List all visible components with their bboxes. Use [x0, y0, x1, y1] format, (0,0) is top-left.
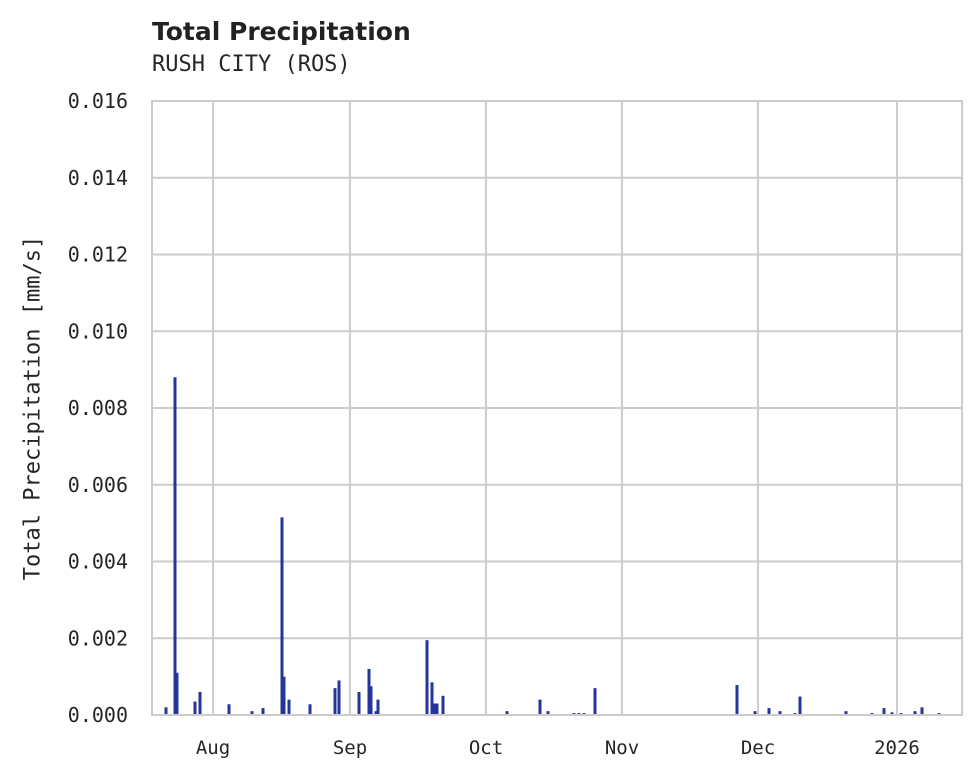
- y-tick-label: 0.008: [68, 396, 128, 420]
- x-tick-label: Nov: [605, 737, 639, 759]
- precip-bar: [890, 712, 894, 715]
- precip-bar: [767, 708, 771, 715]
- y-tick-label: 0.010: [68, 319, 128, 343]
- x-tick-label: Oct: [469, 737, 503, 759]
- precip-bar: [435, 703, 439, 715]
- plot-frame: [151, 100, 963, 716]
- precip-bar: [593, 688, 597, 715]
- precip-bar: [227, 704, 231, 715]
- precip-bar: [357, 691, 361, 715]
- y-tick-label: 0.000: [68, 703, 128, 727]
- y-tick-label: 0.012: [68, 243, 128, 267]
- precip-bar: [425, 640, 429, 715]
- precip-bar: [778, 711, 782, 715]
- precip-bar: [505, 711, 509, 715]
- precip-bar: [920, 707, 924, 715]
- y-tick-label: 0.004: [68, 550, 128, 574]
- y-tick-label: 0.006: [68, 473, 128, 497]
- precip-bar: [374, 711, 378, 715]
- x-tick-label: 2026: [874, 737, 920, 759]
- precip-bar: [882, 708, 886, 715]
- precip-bar: [250, 711, 254, 715]
- precip-bar: [546, 711, 550, 715]
- precip-bar: [261, 708, 265, 715]
- chart-subtitle: RUSH CITY (ROS): [152, 52, 351, 77]
- y-tick-label: 0.016: [68, 89, 128, 113]
- precip-bar: [308, 704, 312, 715]
- precip-bar: [844, 711, 848, 715]
- precip-bar: [367, 668, 371, 715]
- grid-lines: [152, 100, 962, 716]
- precip-bar: [193, 701, 197, 715]
- y-tick-label: 0.014: [68, 166, 128, 190]
- bar-series: [164, 377, 941, 715]
- chart-title: Total Precipitation: [152, 17, 411, 46]
- precip-bar: [164, 707, 168, 715]
- y-axis-ticks: 0.000 0.002 0.004 0.006 0.008 0.010 0.012 0.014…: [68, 89, 128, 727]
- precip-bar: [735, 685, 739, 715]
- precip-bar: [913, 711, 917, 715]
- x-axis-ticks: Aug Sep Oct Nov Dec 2026: [196, 737, 920, 759]
- precip-bar: [441, 695, 445, 715]
- precip-bar: [287, 699, 291, 715]
- precip-bar: [173, 377, 177, 715]
- x-tick-label: Sep: [333, 737, 367, 759]
- precip-bar: [798, 696, 802, 715]
- precip-bar: [430, 682, 434, 715]
- x-tick-label: Dec: [741, 737, 775, 759]
- precip-bar: [198, 691, 202, 715]
- precip-bar: [753, 711, 757, 715]
- precip-bar: [282, 676, 286, 715]
- precip-bar: [333, 688, 337, 715]
- x-tick-label: Aug: [196, 737, 230, 759]
- precip-bar: [538, 699, 542, 715]
- precip-bar: [175, 672, 179, 715]
- precip-bar: [280, 517, 284, 715]
- precip-bar: [369, 686, 373, 715]
- precip-bar: [337, 680, 341, 715]
- precip-bar: [376, 699, 380, 715]
- precip-bar: [433, 703, 437, 715]
- y-tick-label: 0.002: [68, 626, 128, 650]
